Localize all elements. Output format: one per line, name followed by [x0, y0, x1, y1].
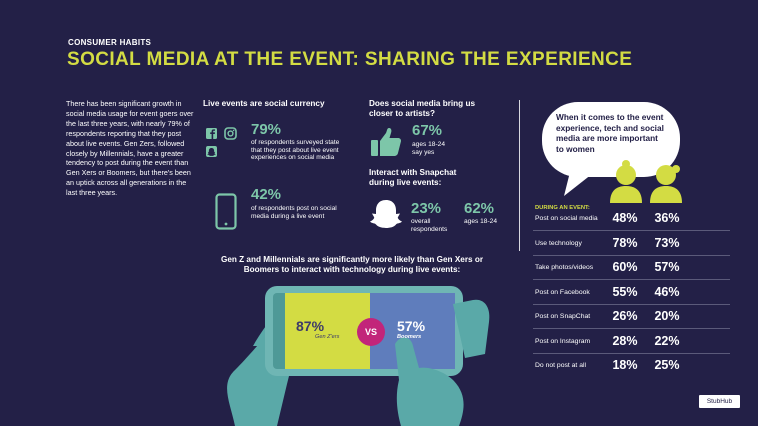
table-row-women-value: 48% — [612, 211, 638, 225]
table-row-label: Post on SnapChat — [535, 313, 591, 320]
artists-value: 67% — [412, 122, 443, 139]
table-row-men-value: 46% — [654, 284, 680, 299]
woman-icon-right — [650, 165, 682, 203]
thumbs-up-icon — [371, 128, 402, 156]
facebook-icon — [206, 128, 217, 139]
table-heading: DURING AN EVENT: — [535, 205, 590, 211]
right-hand — [395, 299, 490, 426]
table-row-label: Post on social media — [535, 215, 598, 222]
woman-icon-left — [610, 160, 642, 203]
social-icons — [206, 127, 237, 157]
boomers-label: Boomers — [397, 334, 422, 340]
kicker: CONSUMER HABITS — [68, 38, 152, 47]
table-row-divider — [533, 352, 730, 354]
genz-value: 87% — [296, 318, 325, 334]
table-row-divider — [533, 230, 730, 231]
snapchat-ghost-icon — [370, 200, 402, 228]
artists-heading: Does social media bring us closer to art… — [369, 99, 476, 118]
table-row-divider — [533, 254, 730, 256]
table-row-men-value: 22% — [654, 333, 680, 348]
table-row-men-value: 57% — [654, 260, 680, 274]
artists-text: ages 18-24 say yes — [412, 141, 445, 156]
snapchat-young-value: 62% — [464, 200, 495, 217]
table-row-divider — [533, 328, 730, 329]
table-row-label: Post on Facebook — [535, 288, 590, 296]
table-row-women-value: 26% — [612, 309, 638, 323]
phone-icon — [215, 193, 237, 230]
table-row-label: Take photos/videos — [535, 264, 594, 271]
vs-label: VS — [364, 327, 377, 337]
phone-hands-illustration — [227, 286, 490, 426]
stat-79-text: of respondents surveyed state that they … — [251, 139, 340, 162]
speech-bubble-tail — [564, 172, 592, 196]
technology-heading: Gen Z and Millennials are significantly … — [220, 255, 484, 274]
boomers-value: 57% — [397, 318, 426, 334]
table-row-women-value: 60% — [612, 260, 638, 274]
snapchat-heading: Interact with Snapchat during live event… — [369, 168, 457, 187]
column-divider — [519, 100, 520, 251]
stat-42-value: 42% — [251, 186, 282, 203]
table-row-men-value: 36% — [654, 211, 680, 225]
snapchat-young-label: ages 18-24 — [464, 218, 497, 225]
table-row-label: Post on Instagram — [535, 337, 591, 345]
intro-paragraph: There has been significant growth in soc… — [66, 99, 194, 198]
table-row-women-value: 18% — [612, 358, 638, 372]
snapchat-overall-label: overall respondents — [411, 218, 448, 233]
stat-79-value: 79% — [251, 121, 282, 138]
stubhub-logo: StubHub — [699, 395, 740, 408]
instagram-icon — [224, 127, 237, 140]
genz-label: Gen Z'ers — [315, 334, 340, 340]
vs-badge — [357, 318, 385, 346]
women-icons — [610, 160, 682, 203]
table-row-label: Do not post at all — [535, 362, 587, 369]
table-row-men-value: 25% — [654, 358, 680, 372]
page-title: SOCIAL MEDIA AT THE EVENT: SHARING THE E… — [67, 49, 633, 70]
table-row-label: Use technology — [535, 239, 582, 247]
stat-42-text: of respondents post on social media duri… — [251, 205, 337, 220]
table-row-women-value: 78% — [612, 235, 638, 250]
snapchat-overall-value: 23% — [411, 200, 442, 217]
social-currency-heading: Live events are social currency — [203, 99, 325, 108]
table-row-women-value: 55% — [612, 284, 638, 299]
table-row-women-value: 28% — [612, 333, 638, 348]
table-row-men-value: 20% — [654, 309, 680, 323]
table-row-divider — [533, 279, 730, 280]
table-row-men-value: 73% — [654, 235, 680, 250]
speech-bubble: When it comes to the event experience, t… — [542, 102, 680, 177]
table-row-divider — [533, 303, 730, 305]
snapchat-small-icon — [206, 146, 217, 157]
